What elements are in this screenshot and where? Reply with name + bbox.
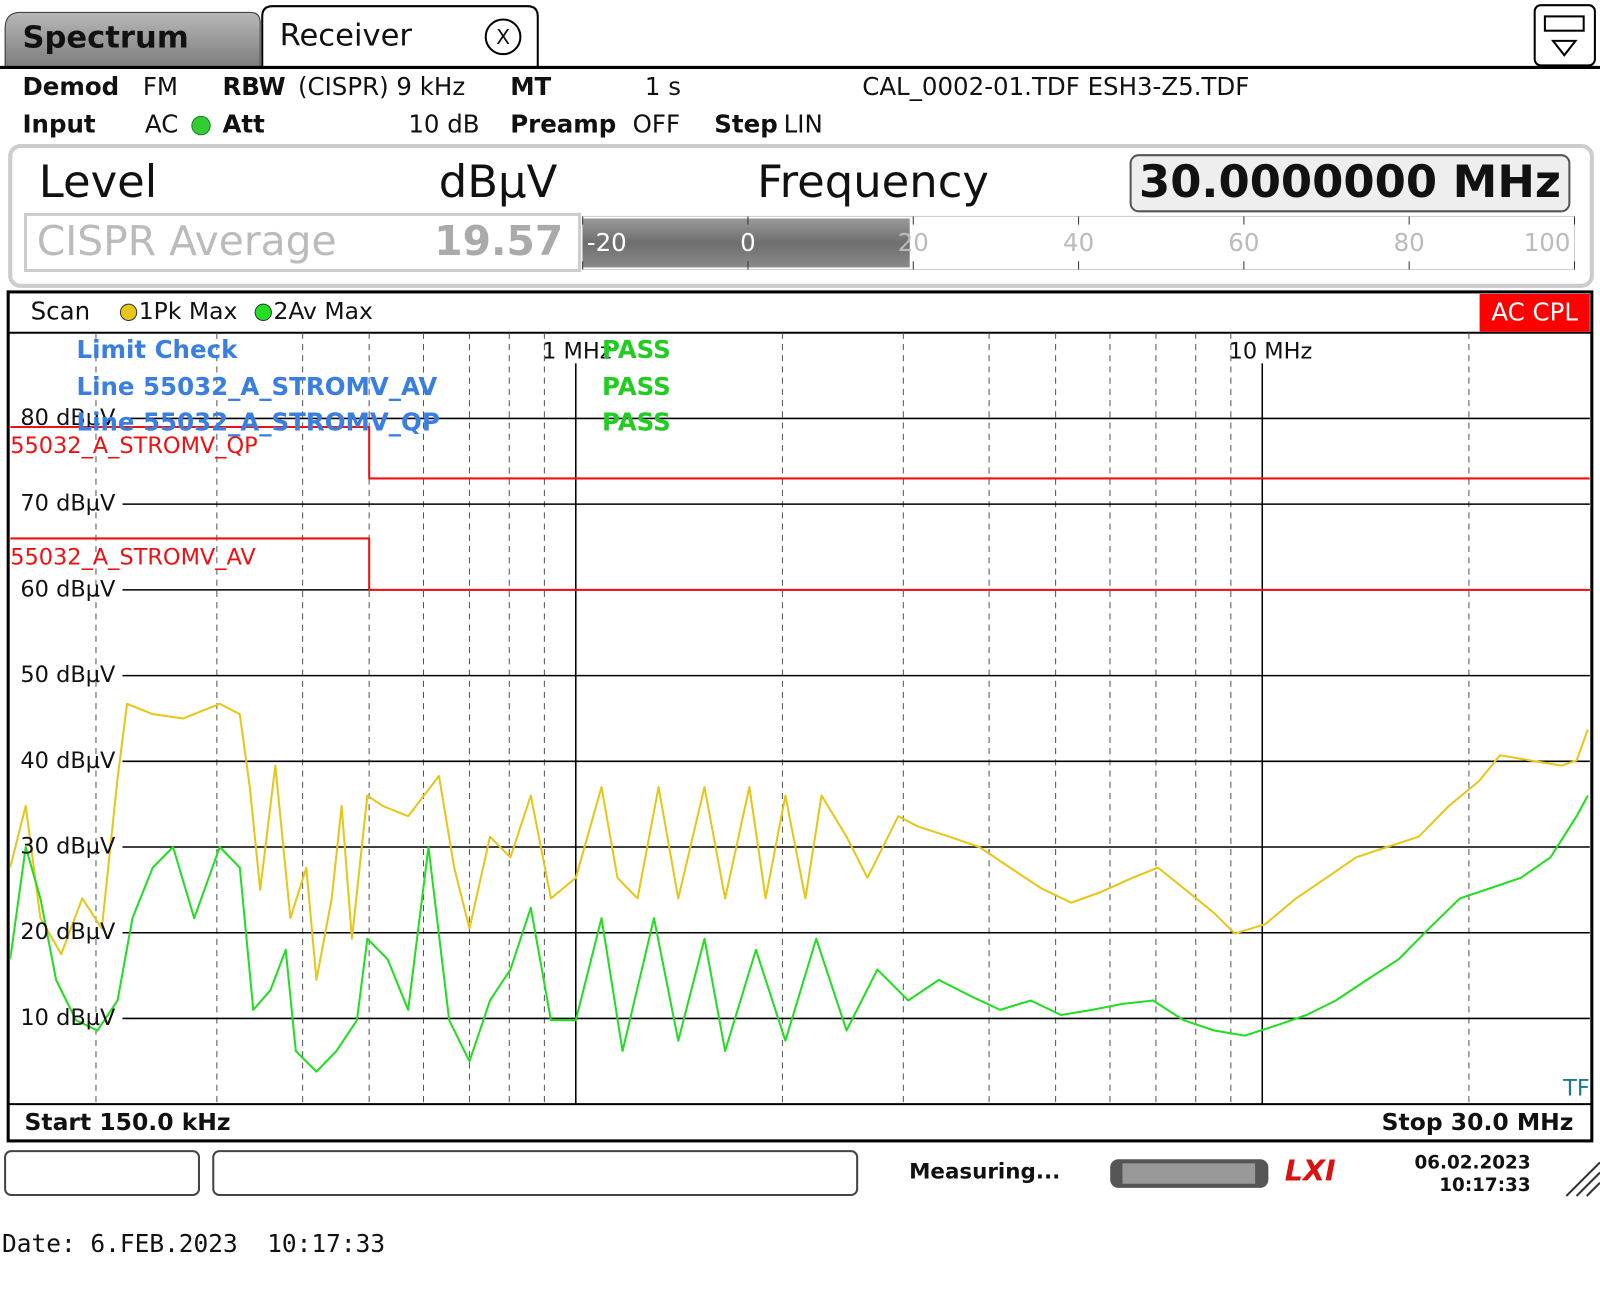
status-field xyxy=(212,1150,859,1196)
meter-label: 80 xyxy=(1394,228,1425,257)
start-label: Start 150.0 kHz xyxy=(24,1108,230,1136)
meter-label: 0 xyxy=(740,228,756,257)
close-label[interactable]: X xyxy=(496,25,510,49)
limit-check-result: PASS xyxy=(602,335,671,364)
meter-label: 20 xyxy=(898,228,929,257)
tab-label[interactable]: Receiver xyxy=(280,18,413,53)
x-tick-label: 1 MHz xyxy=(542,339,611,365)
limit-line xyxy=(10,426,1590,480)
limit-check-title: Limit Check xyxy=(77,335,239,364)
grid xyxy=(95,332,1590,1105)
value: 10 dB xyxy=(408,110,479,139)
limit-check-line: Line 55032_A_STROMV_AV xyxy=(77,372,438,401)
frequency[interactable]: 30.0000000 MHz xyxy=(1139,155,1561,208)
limit-line-label: 55032_A_STROMV_AV xyxy=(10,544,256,570)
limit-check-result: PASS xyxy=(602,372,671,401)
tab-label[interactable]: Spectrum xyxy=(22,20,188,55)
value: (CISPR) 9 kHz xyxy=(298,72,465,101)
y-tick-label: 10 dBµV xyxy=(20,1005,116,1031)
detector: CISPR Average xyxy=(37,217,337,265)
labels: 1 MHz 10 MHz 10 dBµV 20 dBµV 30 dBµV 40 dBµV 5… xyxy=(10,335,1312,1031)
settings: Demod FM RBW (CISPR) 9 kHz MT 1 s CAL_00… xyxy=(22,72,1249,139)
value: LIN xyxy=(784,110,823,139)
status-message: Measuring... xyxy=(909,1160,1060,1185)
trace xyxy=(10,795,1589,1073)
y-tick-label: 20 dBµV xyxy=(20,919,116,945)
meter-scale: -20 0 20 40 60 80 100 xyxy=(582,216,1575,270)
limit-line-label: 55032_A_STROMV_QP xyxy=(10,433,257,459)
meter-label: 60 xyxy=(1228,228,1259,257)
label: Input xyxy=(22,110,95,139)
status-led xyxy=(191,115,211,136)
coupling: AC CPL xyxy=(1491,297,1578,326)
y-tick-label: 70 dBµV xyxy=(20,491,116,517)
resize-grip xyxy=(1565,1161,1600,1197)
legend-label: 1Pk Max xyxy=(139,297,238,325)
logo: LXI xyxy=(1285,1154,1336,1188)
value: FM xyxy=(143,72,178,101)
detector-box xyxy=(23,212,582,273)
menu-icon[interactable] xyxy=(1533,4,1596,67)
limit-line xyxy=(10,537,1590,591)
y-tick-label: 80 dBµV xyxy=(20,405,116,431)
label: Preamp xyxy=(510,110,616,139)
limit-check-result: PASS xyxy=(602,408,671,437)
frequency-label: Frequency xyxy=(757,155,989,208)
meter-label: -20 xyxy=(587,228,627,257)
stop-label: Stop 30.0 MHz xyxy=(1382,1108,1574,1136)
meter-label: 100 xyxy=(1524,228,1571,257)
trace xyxy=(10,702,1589,981)
label: MT xyxy=(510,72,551,101)
limit-check-line: Line 55032_A_STROMV_QP xyxy=(77,408,440,437)
status-date: 06.02.2023 xyxy=(1414,1152,1530,1173)
coupling-flag xyxy=(1479,293,1590,332)
level-value: 19.57 xyxy=(434,217,563,265)
legend-label: 2Av Max xyxy=(273,297,373,325)
footer: Date: 6.FEB.2023 10:17:33 xyxy=(2,1229,385,1258)
y-tick-label: 50 dBµV xyxy=(20,662,116,688)
label: RBW xyxy=(222,72,285,101)
y-tick-label: 60 dBµV xyxy=(20,576,116,602)
icon-part xyxy=(1550,39,1578,57)
value: OFF xyxy=(633,110,680,139)
tab[interactable] xyxy=(4,11,261,68)
value: CAL_0002-01.TDF ESH3-Z5.TDF xyxy=(862,72,1249,101)
status-time: 10:17:33 xyxy=(1439,1175,1530,1196)
scan-label: Scan xyxy=(31,296,91,325)
legend-marker xyxy=(119,303,138,322)
label: Demod xyxy=(22,72,119,101)
meter-label: 40 xyxy=(1063,228,1094,257)
label: Step xyxy=(714,110,777,139)
traces xyxy=(10,426,1590,1073)
status-field xyxy=(4,1150,200,1196)
value: 1 s xyxy=(645,72,681,101)
icon-part xyxy=(1543,15,1585,32)
y-tick-label: 40 dBµV xyxy=(20,748,116,774)
transducer-flag: TF xyxy=(1562,1075,1590,1101)
progress-fill xyxy=(1122,1163,1256,1184)
legend: 1Pk Max 2Av Max xyxy=(119,297,373,325)
x-tick-label: 10 MHz xyxy=(1229,339,1313,365)
tab[interactable] xyxy=(261,5,539,68)
unit: dBµV xyxy=(439,155,558,208)
label: Att xyxy=(222,110,265,139)
y-tick-label: 30 dBµV xyxy=(20,834,116,860)
level-label: Level xyxy=(39,155,157,208)
value: AC xyxy=(145,110,178,139)
close-button[interactable] xyxy=(484,18,522,56)
legend-marker xyxy=(254,303,272,322)
plot-frame xyxy=(6,290,1594,1143)
frequency-box[interactable] xyxy=(1129,154,1571,213)
meter-bar xyxy=(582,218,910,268)
